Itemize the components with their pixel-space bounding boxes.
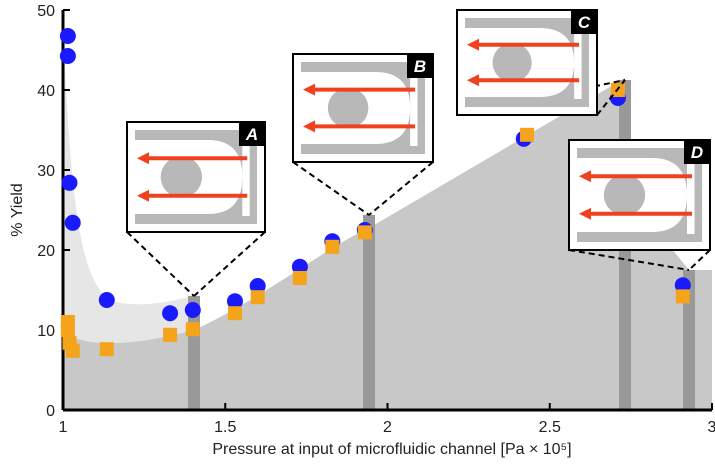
inset-obstacle — [328, 88, 368, 128]
inset: B — [293, 54, 433, 215]
data-square — [293, 271, 307, 285]
data-point — [60, 48, 76, 64]
inset-wall — [410, 70, 417, 146]
data-square — [228, 306, 242, 320]
y-tick-label: 0 — [46, 403, 55, 420]
inset-obstacle — [604, 174, 645, 215]
inset-label: D — [691, 143, 703, 162]
data-point — [185, 302, 201, 318]
y-axis-label: % Yield — [9, 183, 26, 236]
data-square — [186, 322, 200, 336]
inset-obstacle — [493, 43, 532, 82]
x-axis-label: Pressure at input of microfluidic channe… — [212, 441, 571, 458]
y-tick-label: 20 — [37, 243, 55, 260]
y-tick-label: 40 — [37, 83, 55, 100]
x-tick-label: 2 — [383, 419, 392, 436]
inset-connector — [293, 162, 369, 215]
data-square — [325, 240, 339, 254]
inset-wall — [687, 156, 695, 234]
chart: 0 10 20 30 40 50 1 1.5 2 2.5 3 A B C D Pressure at in… — [0, 0, 715, 466]
data-square — [676, 289, 690, 303]
data-square — [61, 323, 75, 337]
x-tick-label: 3 — [708, 419, 715, 436]
data-square — [358, 225, 372, 239]
inset-label: C — [578, 13, 591, 32]
data-point — [99, 292, 115, 308]
data-point — [61, 175, 77, 191]
data-square — [251, 290, 265, 304]
y-tick-label: 30 — [37, 163, 55, 180]
data-square — [100, 342, 114, 356]
inset-connector — [689, 250, 710, 270]
y-tick-label: 10 — [37, 323, 55, 340]
inset-wall — [242, 138, 249, 216]
data-square — [163, 328, 177, 342]
data-point — [65, 215, 81, 231]
inset-obstacle — [161, 156, 202, 197]
inset-label: A — [245, 125, 258, 144]
inset-wall — [574, 26, 581, 99]
data-point — [162, 305, 178, 321]
x-tick-label: 2.5 — [539, 419, 561, 436]
y-tick-label: 50 — [37, 3, 55, 20]
data-point — [60, 28, 76, 44]
inset: D — [569, 140, 710, 270]
inset: A — [127, 122, 265, 296]
data-square — [520, 128, 534, 142]
data-square — [66, 344, 80, 358]
inset-connector — [127, 232, 194, 296]
x-tick-label: 1.5 — [214, 419, 236, 436]
x-tick-label: 1 — [59, 419, 68, 436]
inset-label: B — [414, 57, 426, 76]
